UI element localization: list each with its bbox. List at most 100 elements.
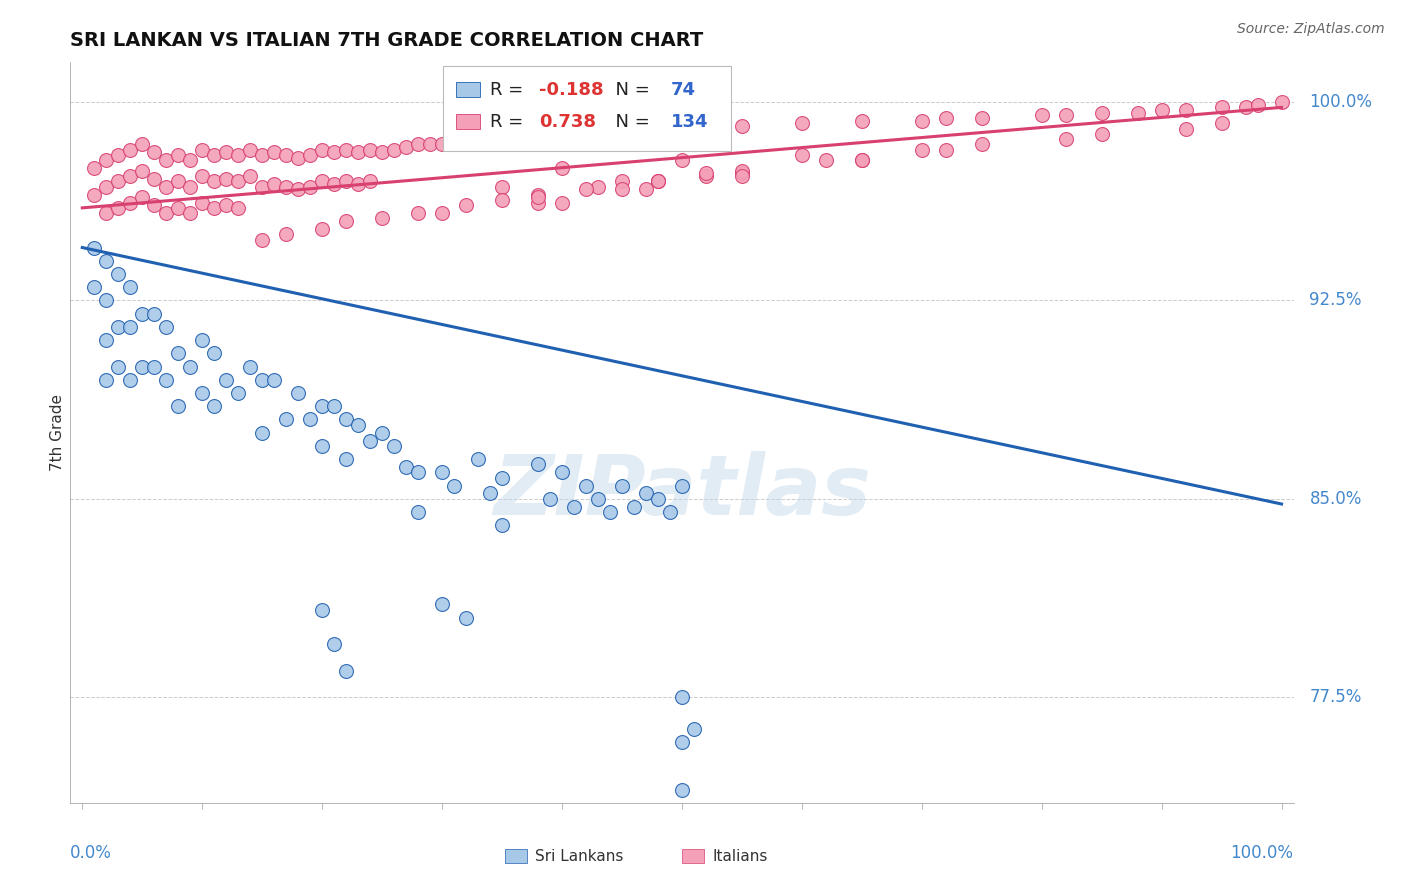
Point	[250, 373, 273, 387]
Point	[491, 132, 513, 146]
Point	[1054, 108, 1077, 122]
Point	[443, 478, 465, 492]
Point	[911, 113, 934, 128]
Point	[586, 179, 609, 194]
Point	[851, 113, 873, 128]
Text: 134: 134	[671, 112, 709, 130]
Point	[599, 505, 621, 519]
Point	[634, 182, 657, 196]
Point	[96, 293, 118, 308]
Point	[551, 161, 574, 176]
FancyBboxPatch shape	[505, 849, 527, 863]
Point	[215, 145, 238, 160]
Point	[1174, 121, 1197, 136]
Point	[167, 399, 190, 413]
Point	[586, 127, 609, 141]
Point	[562, 500, 585, 514]
Point	[1150, 103, 1173, 117]
FancyBboxPatch shape	[456, 82, 479, 97]
Point	[96, 206, 118, 220]
Point	[191, 333, 214, 347]
Point	[143, 359, 166, 374]
Point	[851, 153, 873, 168]
Point	[335, 174, 357, 188]
Point	[226, 148, 249, 162]
Point	[527, 195, 550, 210]
Point	[120, 195, 142, 210]
Point	[851, 153, 873, 168]
Point	[120, 373, 142, 387]
Point	[167, 201, 190, 215]
Point	[1031, 108, 1053, 122]
Text: 100.0%: 100.0%	[1309, 93, 1372, 112]
Point	[1091, 127, 1114, 141]
Text: N =: N =	[603, 81, 655, 99]
Text: 0.0%: 0.0%	[70, 844, 112, 862]
Point	[215, 373, 238, 387]
Point	[131, 359, 153, 374]
Point	[107, 174, 129, 188]
Point	[671, 478, 693, 492]
Point	[107, 267, 129, 281]
Point	[935, 143, 957, 157]
Point	[226, 201, 249, 215]
Point	[911, 143, 934, 157]
Point	[83, 187, 105, 202]
Point	[970, 111, 993, 125]
Point	[202, 346, 225, 360]
Point	[430, 206, 453, 220]
Point	[311, 603, 333, 617]
Point	[575, 182, 598, 196]
Point	[1211, 116, 1233, 130]
Point	[120, 143, 142, 157]
Point	[647, 174, 669, 188]
Point	[731, 164, 754, 178]
Text: R =: R =	[489, 112, 529, 130]
Point	[215, 171, 238, 186]
Point	[215, 198, 238, 212]
Text: 85.0%: 85.0%	[1309, 490, 1362, 508]
Point	[83, 240, 105, 255]
Point	[131, 137, 153, 152]
Point	[371, 425, 394, 440]
Point	[202, 174, 225, 188]
Point	[395, 140, 418, 154]
Text: 74: 74	[671, 81, 696, 99]
Point	[202, 148, 225, 162]
Point	[239, 359, 262, 374]
FancyBboxPatch shape	[456, 114, 479, 129]
Point	[323, 399, 346, 413]
Point	[491, 518, 513, 533]
Point	[395, 460, 418, 475]
Point	[131, 190, 153, 204]
Point	[311, 222, 333, 236]
Point	[167, 346, 190, 360]
Point	[575, 127, 598, 141]
Point	[382, 143, 405, 157]
Point	[335, 664, 357, 678]
Point	[96, 373, 118, 387]
Point	[419, 137, 441, 152]
Point	[155, 153, 177, 168]
FancyBboxPatch shape	[682, 849, 704, 863]
Point	[347, 177, 370, 191]
Text: 0.738: 0.738	[538, 112, 596, 130]
Point	[239, 143, 262, 157]
Point	[191, 169, 214, 183]
Point	[155, 179, 177, 194]
Point	[671, 121, 693, 136]
Point	[479, 132, 502, 146]
Point	[120, 280, 142, 294]
Point	[143, 145, 166, 160]
Point	[359, 434, 381, 448]
Text: N =: N =	[603, 112, 655, 130]
Point	[287, 182, 309, 196]
Point	[1211, 100, 1233, 114]
Point	[155, 373, 177, 387]
Point	[1091, 105, 1114, 120]
Point	[96, 179, 118, 194]
Point	[371, 211, 394, 226]
Point	[658, 505, 681, 519]
Point	[610, 124, 633, 138]
Text: Source: ZipAtlas.com: Source: ZipAtlas.com	[1237, 22, 1385, 37]
